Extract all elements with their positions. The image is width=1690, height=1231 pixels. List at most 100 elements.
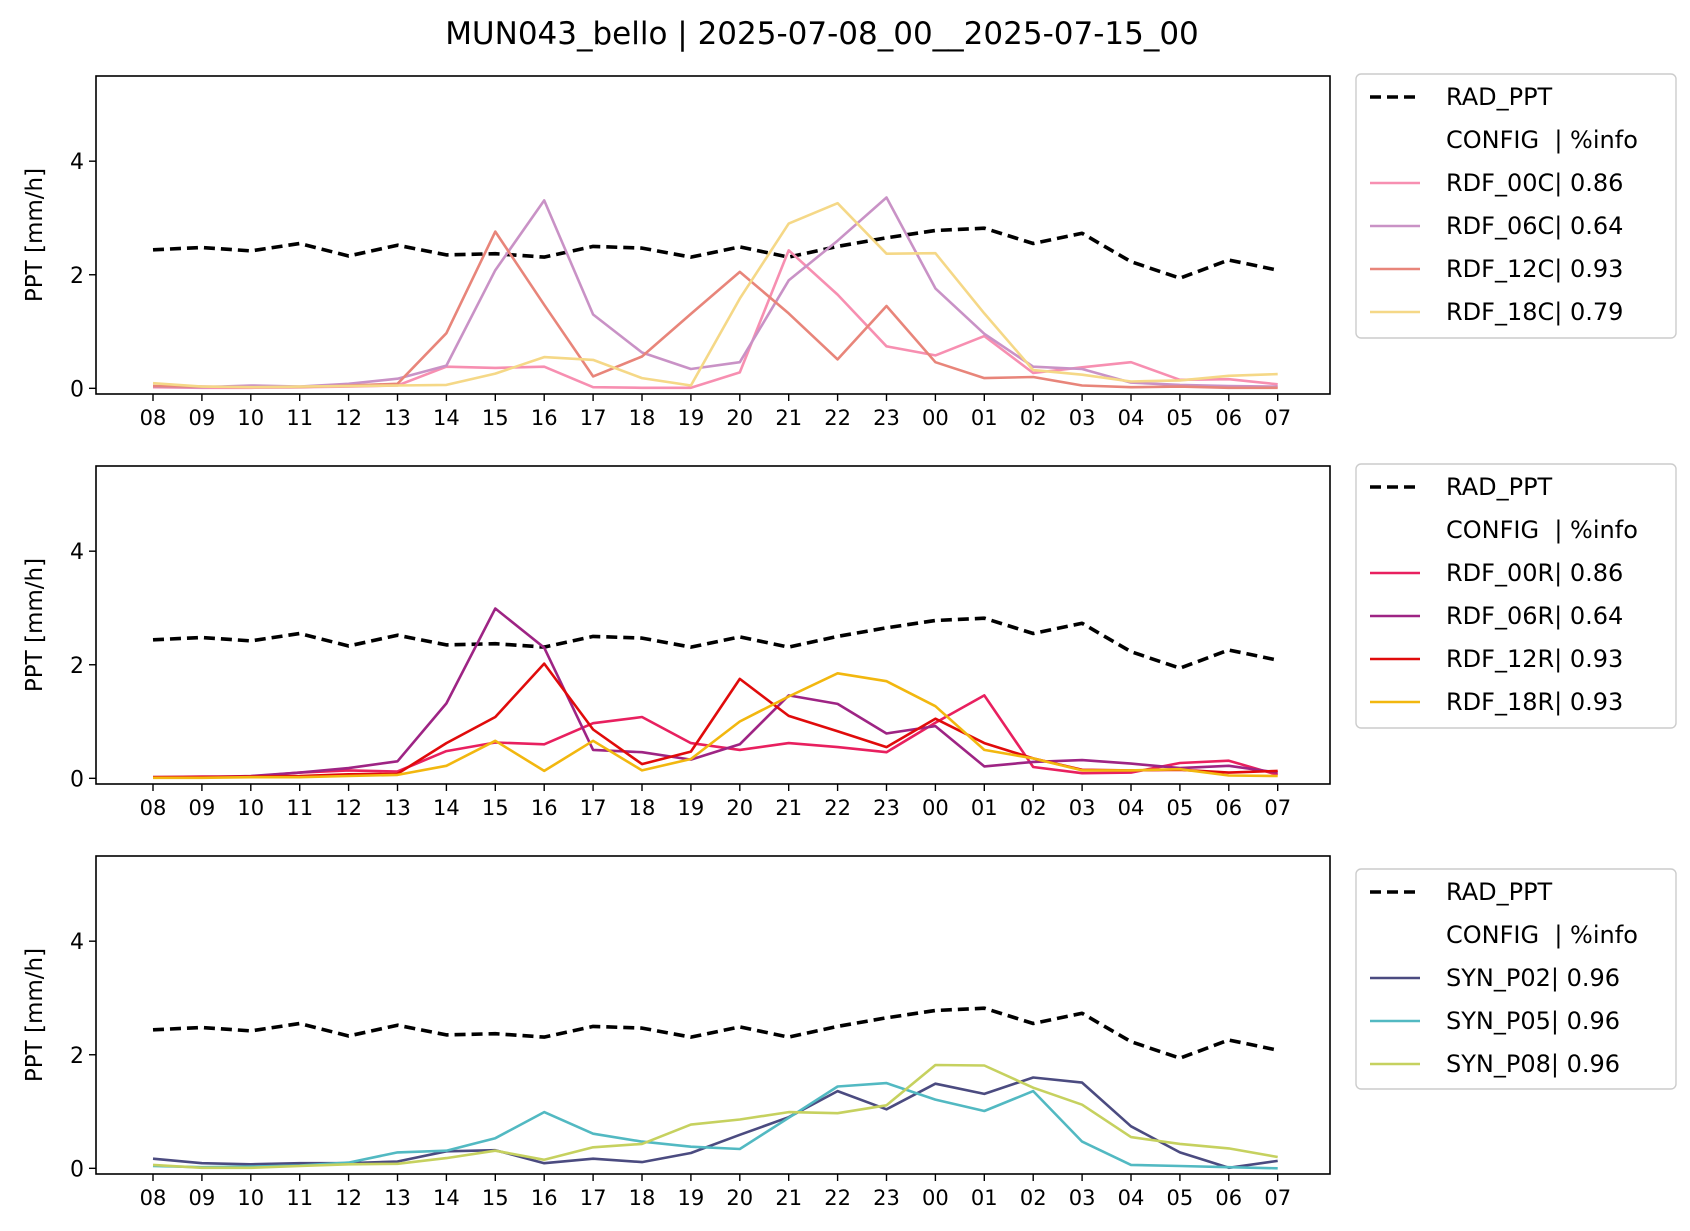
legend: RAD_PPT CONFIG | %info SYN_P02| 0.96 SYN_P0…: [1355, 868, 1677, 1090]
x-tick-label: 01: [971, 796, 998, 820]
x-tick-label: 04: [1118, 1186, 1145, 1210]
x-tick-label: 15: [482, 796, 509, 820]
x-tick-label: 21: [775, 406, 802, 430]
legend-header: CONFIG | %info: [1446, 921, 1638, 949]
x-tick-label: 11: [286, 406, 313, 430]
x-tick-label: 03: [1069, 1186, 1096, 1210]
y-tick-label: 4: [70, 540, 84, 565]
series-line-rad-ppt: [152, 616, 1279, 671]
x-tick-label: 23: [873, 796, 900, 820]
x-tick-label: 13: [384, 796, 411, 820]
x-tick-label: 08: [140, 796, 167, 820]
x-tick-label: 02: [1020, 406, 1047, 430]
x-tick-label: 15: [482, 406, 509, 430]
legend-header: CONFIG | %info: [1446, 516, 1638, 544]
legend-entry-label: RDF_12C| 0.93: [1446, 255, 1623, 283]
x-tick-label: 19: [678, 406, 705, 430]
plot-area-frame: [95, 855, 1331, 1175]
x-tick-label: 05: [1167, 406, 1194, 430]
x-tick-label: 21: [775, 1186, 802, 1210]
legend: RAD_PPT CONFIG | %info RDF_00C| 0.86 RDF_06…: [1355, 73, 1677, 339]
legend-entry-label: RAD_PPT: [1446, 473, 1553, 501]
x-tick-label: 10: [237, 796, 264, 820]
y-tick-label: 4: [70, 150, 84, 175]
legend-frame: [1355, 463, 1677, 729]
plot-area-frame: [95, 75, 1331, 395]
x-tick-label: 01: [971, 1186, 998, 1210]
x-tick-label: 12: [335, 1186, 362, 1210]
x-tick-label: 09: [189, 1186, 216, 1210]
x-tick-label: 21: [775, 796, 802, 820]
y-tick-label: 2: [70, 264, 84, 289]
x-tick-label: 23: [873, 1186, 900, 1210]
x-tick-label: 13: [384, 406, 411, 430]
series-line-rdf-06c: [152, 196, 1278, 389]
x-tick-label: 03: [1069, 796, 1096, 820]
x-tick-label: 05: [1167, 1186, 1194, 1210]
series-line-rdf-06r: [153, 607, 1278, 779]
x-tick-label: 19: [678, 1186, 705, 1210]
y-tick-label: 2: [70, 1044, 84, 1069]
x-tick-label: 10: [237, 406, 264, 430]
y-tick-label: 0: [70, 767, 84, 792]
series-line-rdf-18c: [152, 201, 1278, 389]
x-tick-label: 00: [922, 1186, 949, 1210]
series-line-rdf-00r: [152, 694, 1279, 779]
legend-entry-label: SYN_P08| 0.96: [1446, 1050, 1620, 1078]
x-tick-label: 09: [189, 796, 216, 820]
legend-entry-label: RDF_06R| 0.64: [1446, 602, 1623, 630]
series-line-rad-ppt: [152, 226, 1279, 281]
x-tick-label: 14: [433, 796, 460, 820]
series-line-rdf-12r: [153, 662, 1278, 779]
legend-entry-label: RAD_PPT: [1446, 83, 1553, 111]
x-tick-label: 20: [726, 1186, 753, 1210]
legend-entry-label: RDF_00C| 0.86: [1446, 169, 1623, 197]
x-tick-label: 22: [824, 1186, 851, 1210]
x-tick-label: 12: [335, 796, 362, 820]
x-tick-label: 09: [189, 406, 216, 430]
x-tick-label: 13: [384, 1186, 411, 1210]
series-line-rad-ppt: [152, 1006, 1279, 1060]
y-tick-label: 4: [70, 930, 84, 955]
legend-entry-label: RDF_12R| 0.93: [1446, 645, 1623, 673]
x-tick-label: 08: [140, 406, 167, 430]
x-tick-label: 01: [971, 406, 998, 430]
y-axis-label: PPT [mm/h]: [22, 558, 48, 692]
x-tick-label: 19: [678, 796, 705, 820]
x-tick-label: 18: [629, 406, 656, 430]
legend-entry-label: SYN_P05| 0.96: [1446, 1007, 1620, 1035]
y-axis-label: PPT [mm/h]: [22, 948, 48, 1082]
x-tick-label: 12: [335, 406, 362, 430]
x-tick-label: 11: [286, 1186, 313, 1210]
x-tick-label: 07: [1264, 406, 1291, 430]
x-tick-label: 08: [140, 1186, 167, 1210]
x-tick-label: 06: [1215, 1186, 1242, 1210]
x-tick-label: 04: [1118, 406, 1145, 430]
y-tick-label: 0: [70, 1157, 84, 1182]
x-tick-label: 00: [922, 406, 949, 430]
x-tick-label: 00: [922, 796, 949, 820]
y-tick-label: 0: [70, 377, 84, 402]
x-tick-label: 23: [873, 406, 900, 430]
x-tick-label: 11: [286, 796, 313, 820]
legend-frame: [1355, 73, 1677, 339]
x-tick-label: 04: [1118, 796, 1145, 820]
series-line-syn-p05: [152, 1081, 1278, 1170]
x-tick-label: 17: [580, 1186, 607, 1210]
x-tick-label: 05: [1167, 796, 1194, 820]
x-tick-label: 17: [580, 406, 607, 430]
plot-area-frame: [95, 465, 1331, 785]
x-tick-label: 15: [482, 1186, 509, 1210]
series-line-rdf-18r: [153, 671, 1278, 780]
figure-title: MUN043_bello | 2025-07-08_00__2025-07-15…: [445, 16, 1199, 52]
x-tick-label: 18: [629, 1186, 656, 1210]
legend-entry-label: SYN_P02| 0.96: [1446, 964, 1620, 992]
x-tick-label: 06: [1215, 796, 1242, 820]
x-tick-label: 20: [726, 406, 753, 430]
x-tick-label: 22: [824, 406, 851, 430]
series-line-syn-p08: [152, 1063, 1278, 1170]
